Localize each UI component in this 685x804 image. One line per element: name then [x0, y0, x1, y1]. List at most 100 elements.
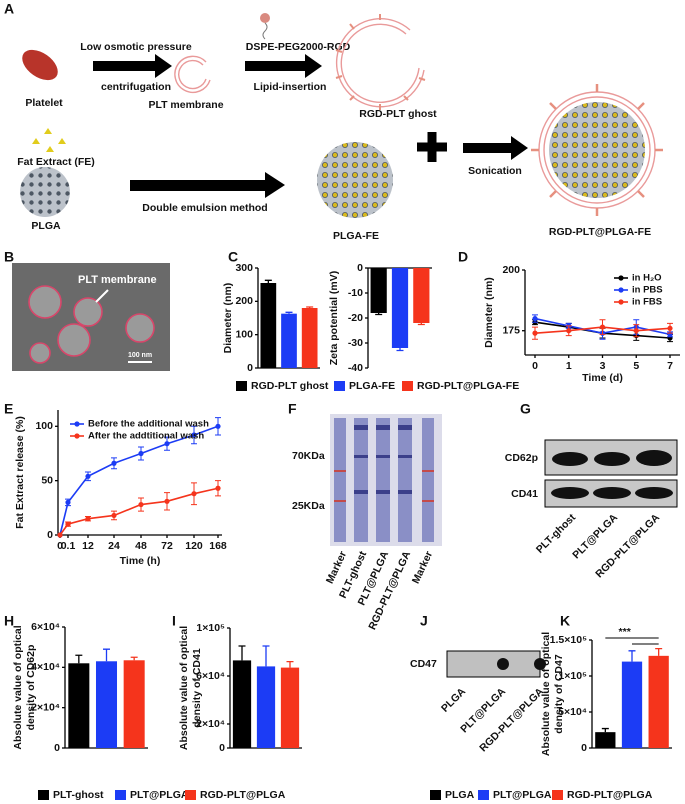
x-tick-label: 120 [185, 540, 203, 552]
y-tick-label: 300 [235, 262, 253, 274]
line [59, 425, 219, 536]
legend-label: PLGA-FE [349, 380, 395, 392]
y-tick-label: 50 [41, 474, 53, 486]
x-axis-label: Time (h) [120, 555, 161, 567]
marker [85, 516, 91, 522]
legend-label: in PBS [632, 285, 663, 296]
x-tick-label: 5 [633, 360, 639, 372]
lane-label: PLGA [439, 685, 468, 714]
arrow [245, 54, 322, 78]
error-bar [306, 306, 314, 308]
legend-swatch [478, 790, 489, 800]
panel-letter: G [520, 401, 531, 417]
bar [68, 663, 90, 748]
tem-image [12, 263, 170, 371]
y-axis-label: density of CD41 [191, 648, 203, 728]
gel-image [330, 414, 442, 546]
panel-letter: E [4, 401, 13, 417]
arrow [130, 172, 285, 198]
marker [65, 521, 71, 527]
y-tick-label: 0 [247, 362, 253, 374]
y-tick-label: 1×10⁵ [196, 622, 225, 634]
legend-label: Before the additional wash [88, 419, 209, 430]
label: RGD-PLT@PLGA-FE [549, 226, 651, 238]
legend-label: RGD-PLT@PLGA [567, 789, 653, 801]
legend-label: RGD-PLT@PLGA [200, 789, 286, 801]
bar [648, 655, 669, 748]
ghost-icon [335, 14, 426, 110]
y-tick-label: 175 [502, 324, 520, 336]
legend-swatch [115, 790, 126, 800]
bar [301, 308, 318, 368]
bar [95, 661, 118, 748]
y-tick-label: 200 [235, 295, 253, 307]
y-axis-label: density of CD62p [25, 645, 37, 731]
y-tick-label: -30 [348, 337, 363, 349]
x-tick-label: 24 [108, 540, 120, 552]
marker-label: 25KDa [292, 500, 325, 512]
error-bar [286, 660, 294, 668]
marker [215, 423, 221, 429]
y-axis-label: Absolute value of optical [178, 626, 190, 750]
marker [633, 328, 639, 334]
tem-label: PLT membrane [78, 274, 157, 286]
y-tick-label: 0 [581, 742, 587, 754]
marker-label: 70KDa [292, 450, 325, 462]
marker [138, 501, 144, 508]
annotation: *** [619, 626, 632, 638]
legend-label: PLGA [445, 789, 475, 801]
error-bar [628, 650, 636, 662]
panel-letter: J [420, 613, 428, 629]
y-tick-label: 4×10⁴ [31, 661, 60, 673]
label: PLGA [31, 220, 61, 232]
y-tick-label: 0 [47, 529, 53, 541]
marker [667, 325, 673, 331]
row-label: CD41 [511, 488, 538, 500]
bar [595, 732, 616, 748]
x-tick-label: 168 [209, 540, 227, 552]
y-tick-label: 2×10⁴ [31, 701, 60, 713]
error-bar [103, 648, 110, 662]
bar [621, 661, 643, 748]
panel-letter: F [288, 401, 297, 417]
y-tick-label: 2×10⁴ [196, 718, 225, 730]
plga-fe-icon [317, 142, 393, 218]
bar [232, 660, 252, 748]
legend-label: After the addtitional wash [88, 431, 204, 442]
error-bar [655, 647, 663, 656]
marker [138, 450, 144, 457]
bar [260, 283, 277, 368]
product-icon [531, 84, 663, 216]
significance-bracket [605, 637, 659, 645]
legend-label: PLT-ghost [53, 789, 104, 801]
label: Sonication [468, 165, 522, 177]
marker [532, 330, 538, 336]
marker [164, 498, 170, 504]
bar [256, 666, 276, 748]
bar [280, 667, 300, 748]
legend-label: RGD-PLT ghost [251, 380, 329, 392]
y-tick-label: 6×10⁴ [196, 670, 225, 682]
error-bar [396, 348, 404, 352]
label: centrifugation [101, 81, 171, 93]
y-tick-label: 5×10⁴ [558, 706, 587, 718]
panel-letter: A [4, 1, 14, 17]
y-axis-label: Zeta potential (mV) [328, 271, 340, 366]
legend-swatch [430, 790, 441, 800]
dot-blot [446, 650, 546, 678]
arrow [463, 136, 528, 160]
x-axis-label: Time (d) [582, 372, 623, 384]
y-axis-label: Diameter (nm) [222, 283, 234, 354]
panel-letter: B [4, 249, 14, 265]
y-tick-label: -40 [348, 362, 363, 374]
plga-icon [20, 167, 70, 217]
error-bar [262, 645, 270, 667]
legend-swatch [38, 790, 49, 800]
y-tick-label: 1×10⁵ [558, 670, 587, 682]
lane-label: RGD-PLT@PLGA [477, 685, 546, 754]
x-tick-label: 0 [532, 360, 538, 372]
error-bar [601, 727, 609, 733]
marker [85, 473, 91, 479]
y-axis-label: Fat Extract release (%) [14, 416, 26, 529]
legend-label: PLT@PLGA [493, 789, 552, 801]
